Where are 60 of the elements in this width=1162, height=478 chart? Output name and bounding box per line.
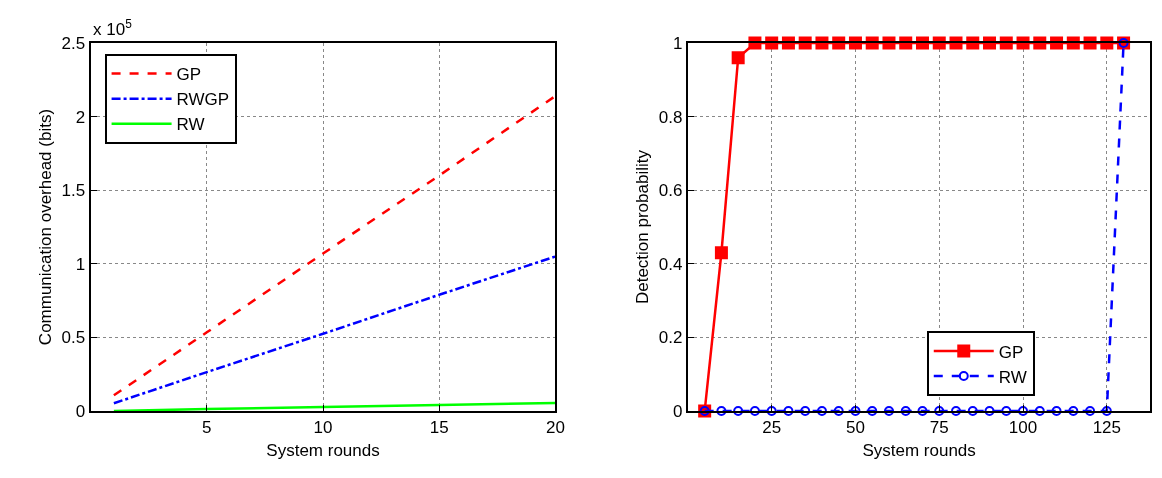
- x-axis-title: System rounds: [862, 441, 976, 461]
- text: x 10$^{5}$: [93, 17, 133, 40]
- point: [934, 406, 945, 417]
- point: [766, 406, 777, 417]
- point: [951, 406, 961, 417]
- y-tick-label: 2: [75, 107, 86, 127]
- x-tick-label: 75: [929, 418, 949, 438]
- y-tick-label: 2.5: [61, 33, 86, 53]
- point: [867, 406, 878, 417]
- point: [1085, 406, 1096, 417]
- x-tick-label: 20: [545, 418, 565, 438]
- point: [783, 406, 794, 417]
- legend-label: RW: [176, 115, 205, 135]
- point: [716, 406, 727, 417]
- point: [731, 51, 745, 65]
- y-tick-label: 0.4: [658, 254, 683, 274]
- legend-label: RW: [998, 367, 1027, 387]
- y-tick-label: 1: [75, 254, 86, 274]
- point: [800, 406, 811, 417]
- line-series: [112, 94, 556, 397]
- point: [714, 246, 728, 260]
- point: [749, 406, 760, 417]
- x-tick-label: 10: [313, 418, 333, 438]
- y-tick-label: 0.2: [658, 328, 683, 348]
- y-tick-label: 0.8: [658, 107, 683, 127]
- y-tick-label: 1: [673, 33, 683, 53]
- point: [816, 406, 827, 417]
- line-series: [112, 255, 556, 405]
- point: [1068, 406, 1079, 417]
- y-tick-label: 1.5: [61, 181, 86, 201]
- y-tick-label: 0: [75, 402, 86, 422]
- point: [1018, 406, 1029, 417]
- point: [1051, 406, 1062, 417]
- line-series: [112, 401, 556, 412]
- y-tick-label: 0.5: [61, 328, 86, 348]
- point: [1001, 406, 1012, 417]
- x-tick-label: 125: [1092, 418, 1121, 438]
- legend-label: GP: [176, 65, 202, 85]
- point: [984, 406, 995, 417]
- legend-label: RWGP: [176, 90, 230, 110]
- point: [1101, 406, 1112, 417]
- x-tick-label: 5: [202, 418, 212, 438]
- x-tick-label: 15: [429, 418, 449, 438]
- x-tick-label: 100: [1008, 418, 1038, 438]
- point: [1034, 406, 1045, 417]
- y-axis-title: Communication overhead (bits): [35, 108, 55, 346]
- x-tick-label: 25: [762, 418, 782, 438]
- legend-label: GP: [998, 342, 1024, 362]
- point: [900, 406, 911, 417]
- y-tick-label: 0.6: [658, 181, 683, 201]
- y-tick-label: 0: [673, 402, 683, 422]
- point: [917, 406, 928, 417]
- point: [850, 406, 861, 417]
- point: [883, 406, 894, 417]
- y-axis-title: Detection probability: [632, 149, 652, 305]
- point: [733, 406, 744, 417]
- x-axis-title: System rounds: [266, 441, 380, 461]
- x-tick-label: 50: [846, 418, 865, 438]
- point: [833, 406, 844, 417]
- point: [967, 406, 978, 417]
